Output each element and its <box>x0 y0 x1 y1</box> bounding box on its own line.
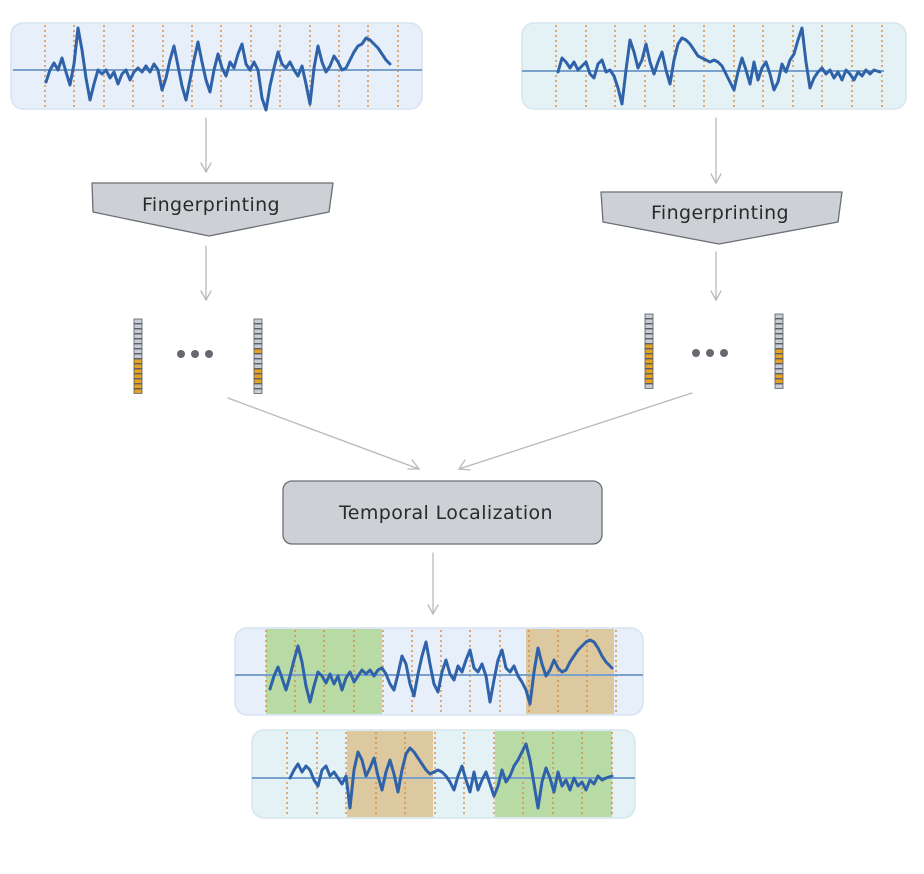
temporal-localization-label: Temporal Localization <box>338 502 553 524</box>
match-region-tan <box>526 629 614 714</box>
aligned-signal-panel-bottom <box>251 729 636 819</box>
arrow-left-vectors-to-localization <box>227 397 421 470</box>
vector-cell <box>774 338 784 344</box>
signal-panel-top-right-bg <box>521 22 907 110</box>
vector-cell <box>133 378 143 384</box>
vector-cell <box>133 318 143 324</box>
vector-cell <box>133 388 143 394</box>
process-shape <box>600 191 843 245</box>
fingerprint-vector <box>253 318 263 394</box>
vector-cell <box>644 318 654 324</box>
ellipsis-icon <box>177 350 213 358</box>
fingerprint-vector <box>644 313 654 389</box>
arrow-fingerprinting-left-to-vectors <box>200 245 212 302</box>
vector-cell <box>774 318 784 324</box>
vector-cell <box>133 338 143 344</box>
vector-cell <box>133 373 143 379</box>
fingerprinting-box-left: Fingerprinting <box>91 182 334 237</box>
flow-arrows <box>200 117 722 616</box>
vector-cell <box>253 383 263 389</box>
vector-cell <box>133 348 143 354</box>
vector-cell <box>644 383 654 389</box>
vector-cell <box>133 353 143 359</box>
vector-cell <box>133 323 143 329</box>
vector-cell <box>644 328 654 334</box>
vector-cell <box>253 368 263 374</box>
vector-cell <box>644 348 654 354</box>
vector-cell <box>253 353 263 359</box>
signal-panel-top-right <box>521 22 907 110</box>
signal-panel-top-left <box>10 22 423 112</box>
vector-cell <box>253 323 263 329</box>
vector-cell <box>133 368 143 374</box>
vector-cell <box>774 373 784 379</box>
vector-cell <box>253 373 263 379</box>
vector-cell <box>644 378 654 384</box>
vector-cell <box>253 378 263 384</box>
ellipsis-icon <box>692 349 728 357</box>
fingerprinting-right-label: Fingerprinting <box>651 202 789 224</box>
vector-cell <box>253 343 263 349</box>
vector-cell <box>644 313 654 319</box>
vector-cell <box>253 388 263 394</box>
fingerprint-vector <box>133 318 143 394</box>
vector-cell <box>253 333 263 339</box>
vector-cell <box>644 358 654 364</box>
vector-cell <box>774 383 784 389</box>
process-shape <box>282 480 603 545</box>
arrow-top-left-to-fingerprinting <box>200 117 212 174</box>
audio-waveform <box>44 26 392 112</box>
vector-cell <box>644 343 654 349</box>
vector-cell <box>644 323 654 329</box>
arrow-localization-to-result <box>427 552 439 616</box>
vector-cell <box>253 328 263 334</box>
fingerprinting-box-right: Fingerprinting <box>600 191 843 245</box>
vector-cell <box>644 368 654 374</box>
vector-cell <box>644 353 654 359</box>
vector-cell <box>644 338 654 344</box>
vector-cell <box>774 343 784 349</box>
temporal-localization-box: Temporal Localization <box>282 480 603 545</box>
vector-cell <box>774 363 784 369</box>
vector-cell <box>133 328 143 334</box>
vector-cell <box>644 373 654 379</box>
vector-cell <box>774 353 784 359</box>
vector-cell <box>133 358 143 364</box>
vector-cell <box>644 333 654 339</box>
vector-cell <box>253 363 263 369</box>
audio-waveform <box>556 26 882 106</box>
vector-cell <box>253 338 263 344</box>
vector-cell <box>133 343 143 349</box>
fingerprint-vectors-left <box>133 318 263 394</box>
vector-cell <box>774 328 784 334</box>
vector-cell <box>133 383 143 389</box>
vector-cell <box>253 348 263 354</box>
vector-cell <box>253 358 263 364</box>
process-shape <box>91 182 334 237</box>
vector-cell <box>774 378 784 384</box>
vector-cell <box>774 368 784 374</box>
fingerprint-vectors-right <box>644 313 784 389</box>
vector-cell <box>253 318 263 324</box>
fingerprint-vector <box>774 313 784 389</box>
vector-cell <box>774 333 784 339</box>
vector-cell <box>774 358 784 364</box>
vector-cell <box>774 348 784 354</box>
audio-waveform <box>288 742 614 810</box>
match-region-tan <box>347 731 433 817</box>
aligned-signal-panel-top <box>234 627 644 716</box>
arrow-right-vectors-to-localization <box>457 392 693 471</box>
vector-cell <box>644 363 654 369</box>
vector-cell <box>774 323 784 329</box>
fingerprinting-left-label: Fingerprinting <box>142 194 280 216</box>
arrow-top-right-to-fingerprinting <box>710 117 722 185</box>
arrow-fingerprinting-right-to-vectors <box>710 251 722 302</box>
audio-waveform <box>268 638 614 706</box>
vector-cell <box>133 363 143 369</box>
vector-cell <box>774 313 784 319</box>
vector-cell <box>133 333 143 339</box>
